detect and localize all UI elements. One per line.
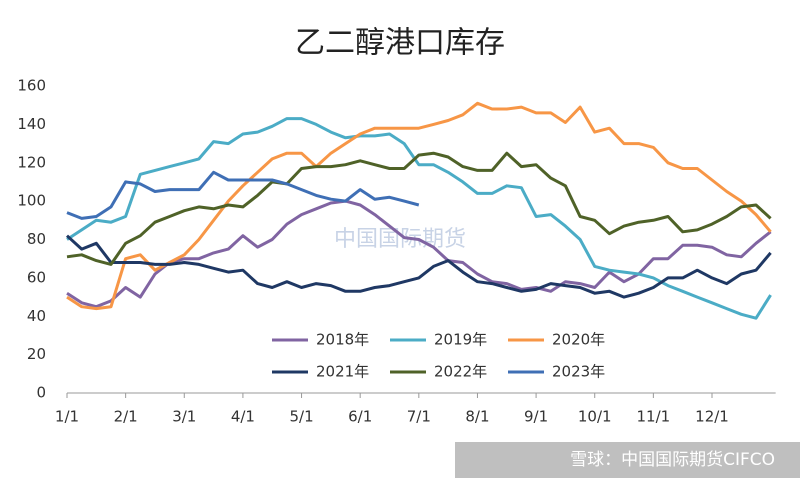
- y-tick-label: 20: [27, 345, 46, 363]
- chart-title: 乙二醇港口库存: [295, 26, 505, 61]
- y-tick-label: 0: [36, 384, 46, 402]
- y-tick-label: 120: [17, 153, 46, 171]
- y-tick-label: 40: [27, 307, 46, 325]
- legend-label: 2020年: [552, 331, 605, 349]
- x-tick-label: 12/1: [695, 408, 729, 426]
- x-tick-label: 3/1: [172, 408, 196, 426]
- legend-label: 2022年: [434, 363, 487, 381]
- x-tick-label: 5/1: [289, 408, 313, 426]
- series-line: [66, 101, 772, 311]
- x-tick-label: 11/1: [637, 408, 671, 426]
- y-tick-label: 60: [27, 268, 46, 286]
- legend: 2018年 2019年 2020年 2021年 2022年 2023年: [272, 331, 605, 381]
- legend-label: 2023年: [552, 363, 605, 381]
- series-line: [65, 234, 772, 299]
- x-tick-label: 7/1: [407, 408, 431, 426]
- x-tick-label: 8/1: [465, 408, 489, 426]
- series-line: [66, 151, 772, 266]
- x-tick-label: 2/1: [114, 408, 138, 426]
- series-line: [66, 170, 420, 220]
- y-tick-label: 100: [17, 192, 46, 210]
- series-line: [66, 117, 772, 320]
- y-tick-label: 140: [17, 115, 46, 133]
- legend-label: 2018年: [316, 331, 369, 349]
- source: 雪球：中国国际期货CIFCO: [570, 450, 775, 470]
- y-tick-label: 80: [27, 230, 46, 248]
- source-band: [455, 442, 800, 478]
- y-tick-label: 160: [17, 77, 46, 95]
- series-line: [66, 199, 772, 309]
- legend-label: 2021年: [316, 363, 369, 381]
- watermark: 中国国际期货: [334, 227, 466, 252]
- x-tick-label: 10/1: [578, 408, 612, 426]
- x-tick-label: 6/1: [348, 408, 372, 426]
- legend-label: 2019年: [434, 331, 487, 349]
- x-tick-label: 4/1: [231, 408, 255, 426]
- x-tick-label: 1/1: [55, 408, 79, 426]
- x-tick-label: 9/1: [524, 408, 548, 426]
